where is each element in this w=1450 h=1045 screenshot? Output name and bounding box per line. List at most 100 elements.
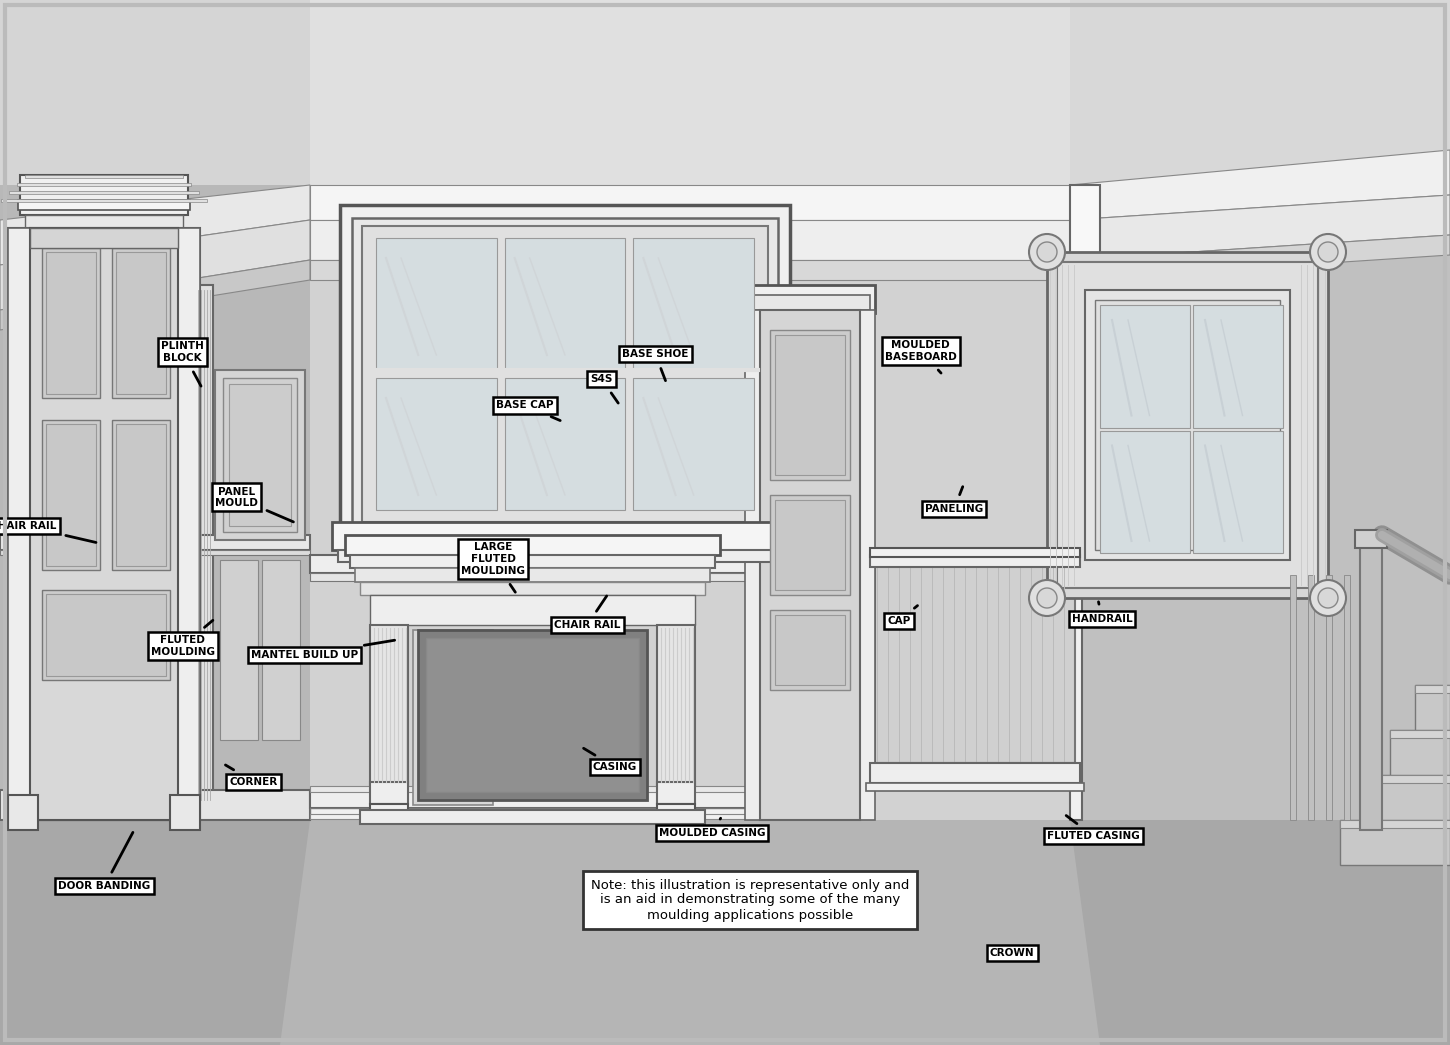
Polygon shape — [0, 185, 310, 840]
Circle shape — [1030, 580, 1064, 616]
Circle shape — [1309, 580, 1346, 616]
Bar — [634, 378, 754, 510]
Polygon shape — [355, 568, 710, 582]
Polygon shape — [310, 220, 1070, 260]
Bar — [310, 814, 760, 819]
Bar — [1085, 291, 1290, 560]
Bar — [46, 252, 96, 394]
Bar — [46, 594, 165, 676]
Circle shape — [1037, 588, 1057, 608]
Bar — [1290, 575, 1296, 820]
Bar — [874, 563, 1074, 763]
Bar — [860, 310, 874, 820]
Bar — [745, 285, 874, 314]
Text: S4S: S4S — [590, 374, 618, 403]
Bar — [1047, 252, 1328, 598]
Circle shape — [1037, 242, 1057, 262]
Bar — [116, 252, 165, 394]
Polygon shape — [0, 185, 310, 265]
Bar — [310, 555, 1070, 573]
Bar — [1095, 300, 1280, 550]
Bar — [220, 560, 258, 740]
Bar — [657, 804, 695, 814]
Bar — [376, 238, 497, 370]
Bar — [413, 630, 493, 805]
Bar — [870, 555, 1080, 567]
Bar — [370, 595, 695, 625]
Polygon shape — [360, 582, 705, 595]
Polygon shape — [339, 205, 790, 550]
Circle shape — [1318, 242, 1338, 262]
Bar — [262, 560, 300, 740]
Bar — [1325, 575, 1333, 820]
Text: PANEL
MOULD: PANEL MOULD — [215, 487, 293, 521]
Bar — [1193, 305, 1283, 427]
Bar — [42, 590, 170, 680]
Polygon shape — [1070, 185, 1101, 280]
Bar — [1362, 575, 1367, 820]
Bar — [116, 424, 165, 566]
Text: CROWN: CROWN — [990, 948, 1034, 958]
Bar — [9, 795, 38, 830]
Text: BASE SHOE: BASE SHOE — [622, 349, 689, 380]
Polygon shape — [0, 220, 310, 310]
Polygon shape — [349, 555, 715, 568]
Text: CORNER: CORNER — [225, 765, 278, 787]
Circle shape — [1309, 234, 1346, 270]
Text: HANDRAIL: HANDRAIL — [1072, 602, 1132, 624]
Text: CASING: CASING — [583, 748, 637, 772]
Polygon shape — [338, 550, 792, 562]
Bar — [360, 810, 705, 825]
Text: CAP: CAP — [887, 606, 918, 626]
Text: MOULDED
BASEBOARD: MOULDED BASEBOARD — [884, 341, 957, 373]
Bar — [42, 420, 100, 570]
Text: PANELING: PANELING — [925, 487, 983, 514]
Polygon shape — [0, 790, 310, 820]
Bar — [774, 335, 845, 475]
Polygon shape — [345, 535, 721, 555]
Polygon shape — [0, 260, 310, 330]
Bar — [505, 238, 625, 370]
Polygon shape — [0, 0, 1450, 185]
Bar — [215, 370, 304, 540]
Polygon shape — [310, 260, 1070, 280]
Bar — [170, 795, 200, 830]
Bar — [30, 228, 178, 820]
Text: DOOR BANDING: DOOR BANDING — [58, 833, 151, 891]
Bar — [1354, 530, 1388, 548]
Bar — [178, 228, 200, 820]
Polygon shape — [0, 550, 310, 555]
Bar — [1340, 820, 1450, 865]
Polygon shape — [25, 175, 183, 178]
Bar — [1415, 686, 1450, 730]
Bar — [774, 616, 845, 686]
Polygon shape — [1070, 150, 1450, 220]
Bar — [370, 625, 407, 785]
Bar — [420, 637, 486, 798]
Polygon shape — [352, 218, 779, 535]
Text: FLUTED CASING: FLUTED CASING — [1047, 815, 1140, 841]
Polygon shape — [1070, 195, 1450, 260]
Bar — [1360, 540, 1382, 830]
Polygon shape — [332, 522, 798, 550]
Bar — [505, 378, 625, 510]
Polygon shape — [310, 185, 1070, 820]
Bar — [1391, 730, 1450, 738]
Polygon shape — [1070, 235, 1450, 280]
Bar — [1193, 431, 1283, 553]
Polygon shape — [362, 226, 768, 522]
Bar — [1070, 280, 1082, 820]
Polygon shape — [0, 535, 310, 550]
Bar — [418, 630, 647, 800]
Bar — [42, 248, 100, 398]
Polygon shape — [9, 191, 199, 194]
Circle shape — [1030, 234, 1064, 270]
Bar — [870, 548, 1080, 557]
Bar — [1364, 775, 1450, 783]
Bar — [370, 782, 407, 804]
Bar — [112, 248, 170, 398]
Text: CHAIR RAIL: CHAIR RAIL — [0, 520, 96, 542]
Polygon shape — [1070, 0, 1450, 220]
Polygon shape — [0, 820, 1450, 1045]
Bar — [1415, 686, 1450, 693]
